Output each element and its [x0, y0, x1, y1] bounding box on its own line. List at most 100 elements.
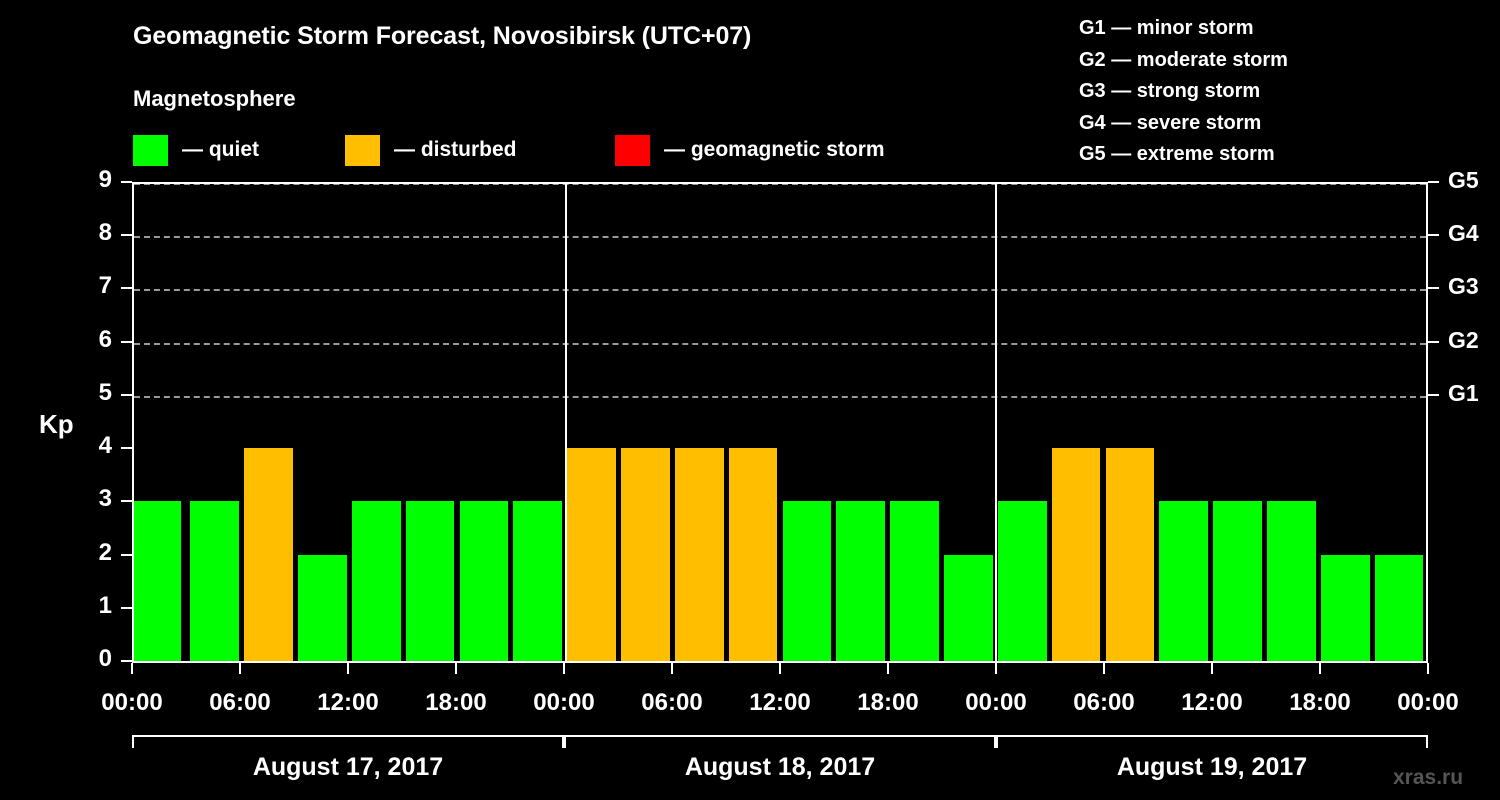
g-tick-mark-G3	[1428, 287, 1439, 290]
y-tick-mark-8	[121, 234, 132, 237]
legend-label-disturbed: — disturbed	[394, 137, 517, 161]
bar	[782, 501, 832, 661]
g-tick-label-G2: G2	[1448, 326, 1479, 353]
y-tick-label-0: 0	[98, 645, 112, 672]
x-tick-mark-10	[1211, 663, 1213, 674]
bar	[298, 554, 347, 661]
legend-swatch-disturbed	[345, 134, 380, 166]
x-tick-label-7: 18:00	[857, 689, 919, 716]
day-divider-1	[564, 184, 567, 661]
gridline-kp-7	[134, 289, 1426, 292]
x-tick-label-4: 00:00	[533, 689, 595, 716]
date-label-2: August 18, 2017	[684, 753, 876, 781]
legend-swatch-quiet	[133, 134, 168, 166]
y-tick-mark-5	[121, 393, 132, 396]
g-scale-legend-line-2: G2 — moderate storm	[1079, 48, 1288, 71]
bar	[244, 448, 293, 661]
y-tick-label-2: 2	[98, 538, 112, 566]
x-tick-label-12: 00:00	[1397, 689, 1459, 716]
date-bracket-3	[996, 735, 1428, 748]
y-tick-mark-3	[121, 500, 132, 503]
y-tick-mark-9	[121, 181, 132, 183]
g-tick-mark-G5	[1428, 181, 1439, 183]
y-tick-label-4: 4	[98, 432, 112, 460]
bar	[1374, 554, 1424, 661]
y-tick-mark-6	[121, 340, 132, 343]
gridline-kp-6	[134, 342, 1426, 345]
bar	[674, 448, 724, 661]
gridline-kp-5	[134, 395, 1426, 398]
page-title: Geomagnetic Storm Forecast, Novosibirsk …	[133, 22, 752, 50]
legend-item-disturbed: — disturbed	[345, 134, 517, 166]
x-tick-mark-3	[455, 663, 457, 674]
g-scale-legend: G1 — minor storm G2 — moderate storm G3 — …	[1079, 13, 1288, 171]
g-tick-label-G4: G4	[1448, 220, 1479, 247]
g-scale-legend-line-1: G1 — minor storm	[1079, 17, 1254, 39]
x-tick-mark-12	[1427, 663, 1429, 674]
bar	[513, 501, 563, 661]
magnetosphere-label: Magnetosphere	[133, 86, 296, 111]
g-scale-legend-line-5: G5 — extreme storm	[1079, 143, 1275, 165]
gridline-kp-8	[134, 236, 1426, 239]
y-tick-mark-4	[121, 447, 132, 450]
x-tick-mark-0	[131, 663, 133, 674]
g-tick-label-G1: G1	[1448, 379, 1479, 406]
legend-item-geomagnetic-storm: — geomagnetic storm	[615, 134, 885, 166]
y-tick-label-3: 3	[98, 485, 112, 513]
x-tick-label-11: 18:00	[1289, 689, 1351, 716]
legend-label-quiet: — quiet	[182, 137, 259, 161]
bar	[567, 448, 616, 661]
legend-label-geomagnetic-storm: — geomagnetic storm	[664, 137, 885, 161]
g-scale-legend-line-4: G4 — severe storm	[1079, 111, 1262, 134]
x-tick-mark-2	[347, 663, 349, 674]
legend-item-quiet: — quiet	[133, 134, 259, 166]
x-tick-label-2: 12:00	[317, 689, 379, 716]
y-tick-label-5: 5	[98, 378, 112, 406]
y-tick-mark-0	[121, 660, 132, 662]
bar	[351, 501, 401, 661]
y-tick-label-6: 6	[98, 325, 112, 353]
bar	[944, 554, 993, 661]
bar	[459, 501, 509, 661]
bar	[1213, 501, 1262, 661]
plot-area	[132, 182, 1428, 663]
y-tick-label-8: 8	[98, 219, 112, 247]
bar	[1267, 501, 1316, 661]
watermark: xras.ru	[1393, 766, 1464, 789]
x-tick-label-0: 00:00	[101, 689, 163, 716]
x-tick-mark-4	[563, 663, 565, 674]
x-tick-mark-6	[779, 663, 781, 674]
day-divider-2	[995, 184, 998, 661]
bar	[1320, 554, 1370, 661]
x-tick-label-5: 06:00	[641, 689, 703, 716]
x-tick-label-8: 00:00	[965, 689, 1027, 716]
g-scale-legend-line-3: G3 — strong storm	[1079, 80, 1261, 102]
x-tick-mark-9	[1103, 663, 1105, 674]
gridline-kp-9	[134, 184, 1426, 185]
date-bracket-1	[132, 735, 564, 748]
x-tick-label-3: 18:00	[425, 689, 487, 716]
x-tick-mark-1	[239, 663, 241, 674]
g-tick-label-G5: G5	[1448, 167, 1479, 193]
bar	[405, 501, 455, 661]
g-tick-mark-G1	[1428, 393, 1439, 396]
bar	[890, 501, 939, 661]
x-tick-label-10: 12:00	[1181, 689, 1243, 716]
bar	[621, 448, 670, 661]
y-tick-label-9: 9	[98, 166, 112, 193]
bar	[836, 501, 886, 661]
bar	[1159, 501, 1209, 661]
date-label-3: August 19, 2017	[1116, 753, 1308, 781]
y-tick-label-7: 7	[98, 272, 112, 300]
bar	[134, 501, 182, 661]
x-tick-mark-11	[1319, 663, 1321, 674]
y-axis-title: Kp	[39, 409, 74, 439]
bar	[997, 501, 1047, 661]
x-tick-label-9: 06:00	[1073, 689, 1135, 716]
bar	[728, 448, 778, 661]
y-tick-mark-1	[121, 606, 132, 609]
g-tick-label-G3: G3	[1448, 273, 1479, 300]
x-tick-label-1: 06:00	[209, 689, 271, 716]
y-tick-mark-7	[121, 287, 132, 290]
